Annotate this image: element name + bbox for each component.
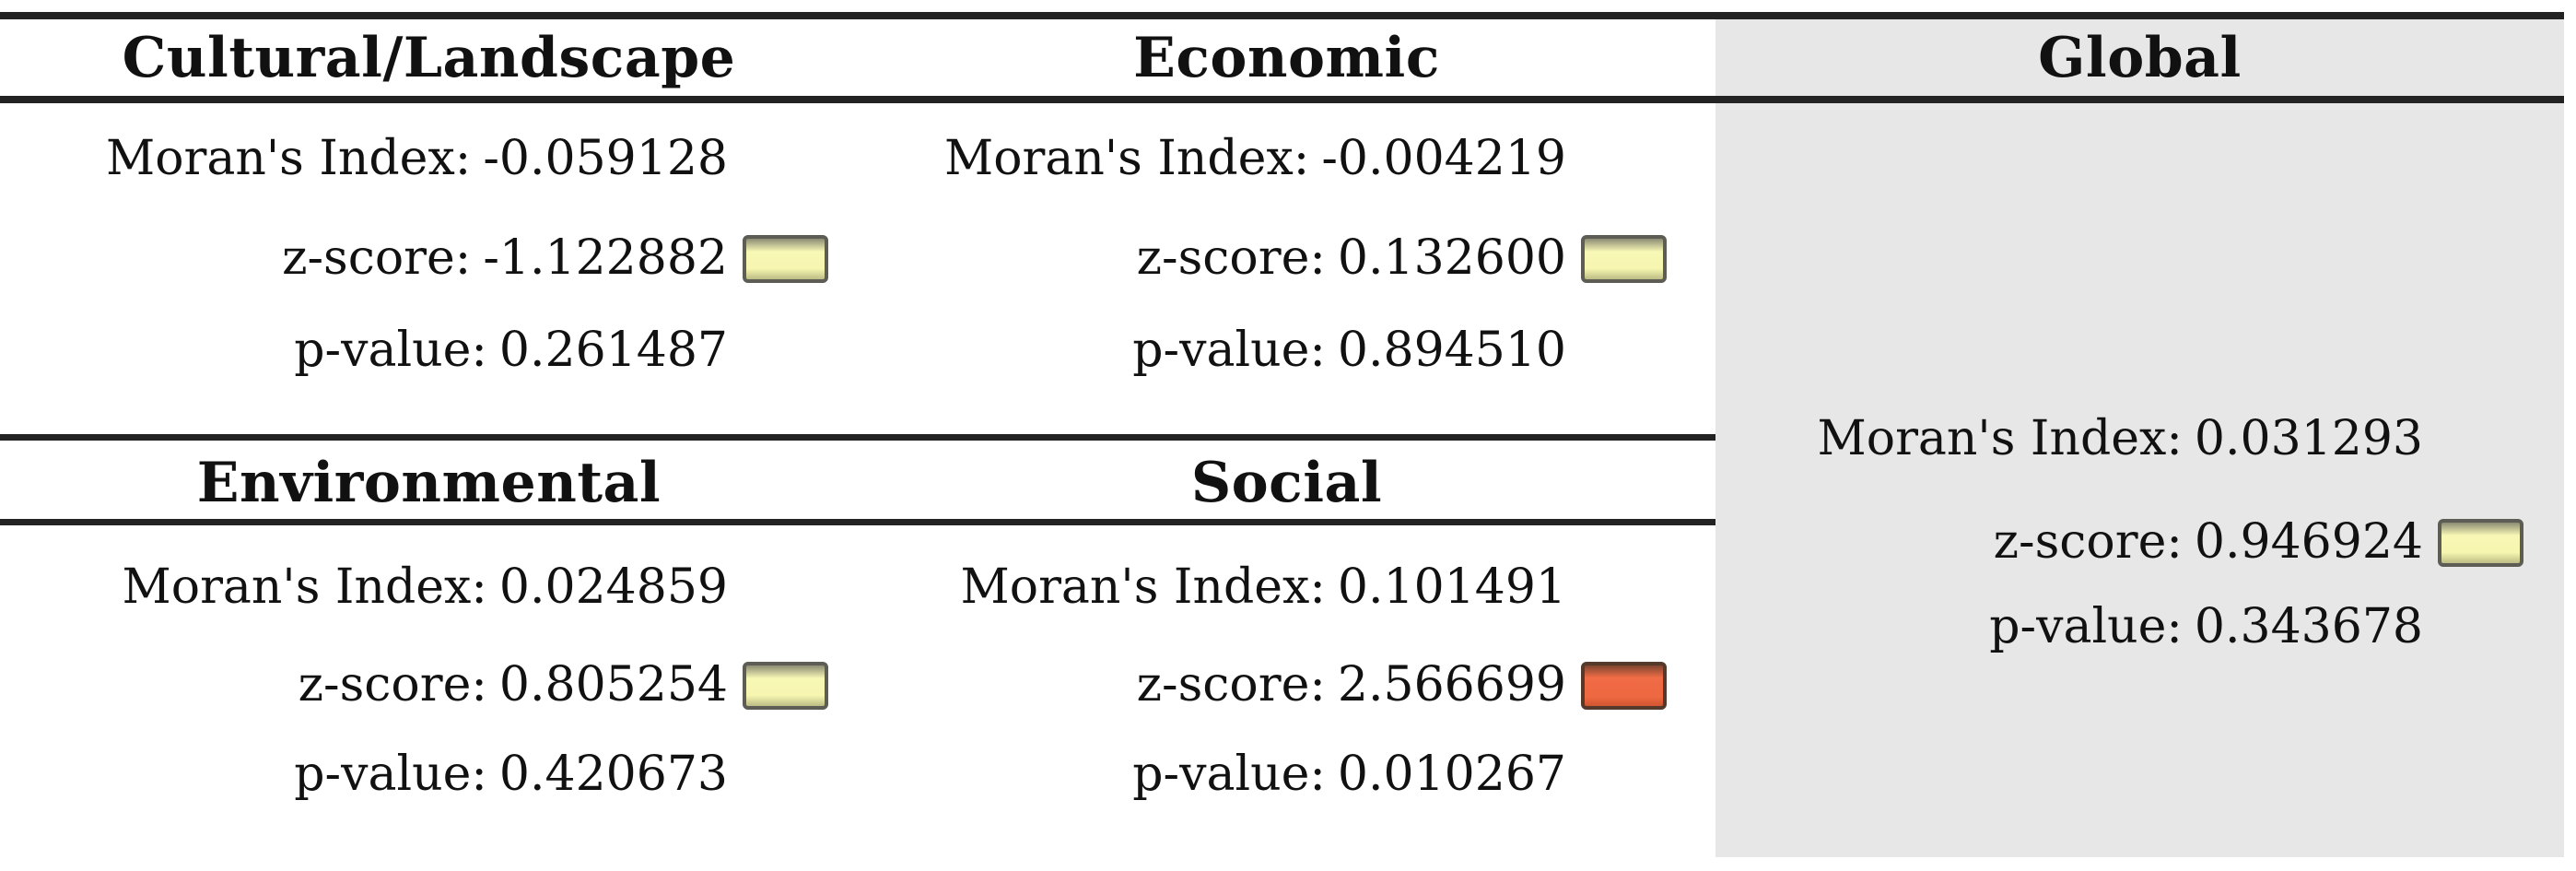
- global-morans-index-line: Moran's Index: 0.031293: [1818, 406, 2423, 471]
- z-score-label: z-score:: [1993, 514, 2183, 570]
- morans-index-value: 0.101491: [1337, 559, 1566, 615]
- z-score-value: 0.132600: [1337, 230, 1566, 286]
- environmental-p-value-line: p-value: 0.420673: [294, 742, 728, 806]
- z-score-significance-swatch-icon: [1581, 234, 1667, 283]
- z-score-significance-swatch-icon: [743, 234, 828, 283]
- z-score-value: 0.946924: [2194, 514, 2423, 570]
- z-score-significance-swatch-icon: [1581, 661, 1667, 710]
- morans-index-value: 0.031293: [2194, 411, 2423, 466]
- economic-morans-index-line: Moran's Index: -0.004219: [944, 126, 1566, 191]
- z-score-label: z-score:: [1136, 657, 1326, 712]
- p-value-label: p-value:: [1989, 599, 2183, 654]
- social-morans-index-line: Moran's Index: 0.101491: [961, 555, 1566, 619]
- cultural-morans-index-line: Moran's Index: -0.059128: [106, 126, 728, 191]
- morans-index-value: 0.024859: [498, 559, 728, 615]
- z-score-significance-swatch-icon: [743, 661, 828, 710]
- column-header-economic: Economic: [1133, 26, 1440, 90]
- cultural-p-value-line: p-value: 0.261487: [294, 318, 728, 383]
- z-score-label: z-score:: [1136, 230, 1326, 286]
- column-header-cultural-landscape: Cultural/Landscape: [122, 26, 736, 90]
- z-score-value: -1.122882: [483, 230, 728, 286]
- table-top-rule: [0, 12, 2564, 19]
- cultural-z-score-line: z-score: -1.122882: [282, 226, 828, 290]
- morans-index-label: Moran's Index:: [960, 559, 1326, 615]
- second-row-bottom-rule: [0, 519, 1715, 525]
- z-score-label: z-score:: [298, 657, 487, 712]
- global-z-score-line: z-score: 0.946924: [1993, 510, 2523, 574]
- environmental-morans-index-line: Moran's Index: 0.024859: [123, 555, 728, 619]
- global-p-value-line: p-value: 0.343678: [1989, 594, 2423, 659]
- economic-p-value-line: p-value: 0.894510: [1132, 318, 1566, 383]
- p-value-value: 0.261487: [498, 323, 728, 378]
- column-header-global: Global: [2038, 26, 2242, 90]
- p-value-label: p-value:: [294, 323, 487, 378]
- social-p-value-line: p-value: 0.010267: [1132, 742, 1566, 806]
- global-column-background: [1715, 19, 2564, 857]
- header-bottom-rule: [0, 96, 2564, 103]
- p-value-value: 0.010267: [1337, 747, 1566, 802]
- environmental-z-score-line: z-score: 0.805254: [298, 653, 828, 717]
- morans-index-label: Moran's Index:: [105, 131, 472, 186]
- morans-index-value: -0.059128: [483, 131, 728, 186]
- z-score-value: 0.805254: [498, 657, 728, 712]
- p-value-label: p-value:: [1132, 323, 1326, 378]
- morans-index-label: Moran's Index:: [943, 131, 1310, 186]
- p-value-value: 0.343678: [2194, 599, 2423, 654]
- z-score-label: z-score:: [282, 230, 472, 286]
- p-value-label: p-value:: [1132, 747, 1326, 802]
- second-row-top-rule: [0, 434, 1715, 441]
- economic-z-score-line: z-score: 0.132600: [1136, 226, 1667, 290]
- morans-index-label: Moran's Index:: [122, 559, 487, 615]
- p-value-value: 0.420673: [498, 747, 728, 802]
- morans-index-label: Moran's Index:: [1817, 411, 2183, 466]
- column-header-social: Social: [1190, 451, 1383, 515]
- p-value-label: p-value:: [294, 747, 487, 802]
- z-score-significance-swatch-icon: [2438, 518, 2523, 567]
- social-z-score-line: z-score: 2.566699: [1136, 653, 1667, 717]
- z-score-value: 2.566699: [1337, 657, 1566, 712]
- morans-index-value: -0.004219: [1321, 131, 1566, 186]
- p-value-value: 0.894510: [1337, 323, 1566, 378]
- column-header-environmental: Environmental: [196, 451, 662, 515]
